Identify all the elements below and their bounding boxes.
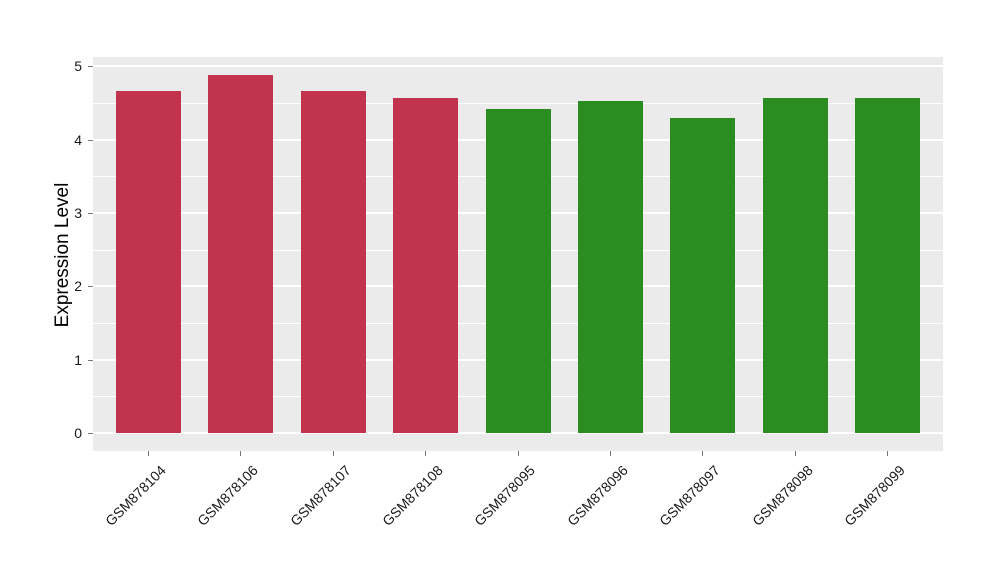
x-tick-mark — [609, 451, 611, 456]
x-tick-label-GSM878106: GSM878106 — [194, 462, 262, 529]
y-tick-mark — [88, 212, 93, 214]
bar-GSM878108 — [393, 97, 459, 434]
bar-GSM878104 — [115, 91, 181, 434]
y-tick-label: 0 — [74, 425, 82, 442]
x-tick-label-GSM878096: GSM878096 — [563, 462, 631, 529]
x-tick-label-GSM878099: GSM878099 — [840, 462, 908, 529]
bar-GSM878095 — [485, 108, 551, 434]
x-tick-mark — [240, 451, 242, 456]
x-tick-label-GSM878107: GSM878107 — [286, 462, 354, 529]
bar-GSM878107 — [300, 91, 366, 434]
major-gridline — [93, 432, 943, 435]
y-tick-mark — [88, 66, 93, 68]
bar-GSM878106 — [208, 74, 274, 434]
x-tick-mark — [517, 451, 519, 456]
y-tick-mark — [88, 139, 93, 141]
y-tick-label: 2 — [74, 278, 82, 295]
bar-GSM878096 — [577, 100, 643, 433]
x-tick-label-GSM878097: GSM878097 — [656, 462, 724, 529]
y-tick-label: 5 — [74, 58, 82, 75]
y-tick-label: 1 — [74, 351, 82, 368]
y-tick-label: 3 — [74, 204, 82, 221]
y-tick-mark — [88, 359, 93, 361]
x-tick-mark — [794, 451, 796, 456]
major-gridline — [93, 65, 943, 68]
x-tick-mark — [702, 451, 704, 456]
bar-GSM878098 — [762, 98, 828, 434]
y-tick-label: 4 — [74, 131, 82, 148]
plot-panel — [93, 57, 943, 451]
y-tick-mark — [88, 286, 93, 288]
y-axis-title: Expression Level — [52, 182, 73, 328]
x-tick-mark — [887, 451, 889, 456]
bar-GSM878097 — [670, 118, 736, 433]
bar-GSM878099 — [855, 97, 921, 434]
x-tick-mark — [147, 451, 149, 456]
x-tick-mark — [425, 451, 427, 456]
x-tick-mark — [332, 451, 334, 456]
x-tick-label-GSM878095: GSM878095 — [471, 462, 539, 529]
minor-gridline — [93, 102, 943, 104]
x-tick-label-GSM878108: GSM878108 — [379, 462, 446, 529]
y-tick-mark — [88, 433, 93, 435]
x-tick-label-GSM878098: GSM878098 — [748, 462, 816, 529]
x-tick-label-GSM878104: GSM878104 — [101, 462, 169, 529]
